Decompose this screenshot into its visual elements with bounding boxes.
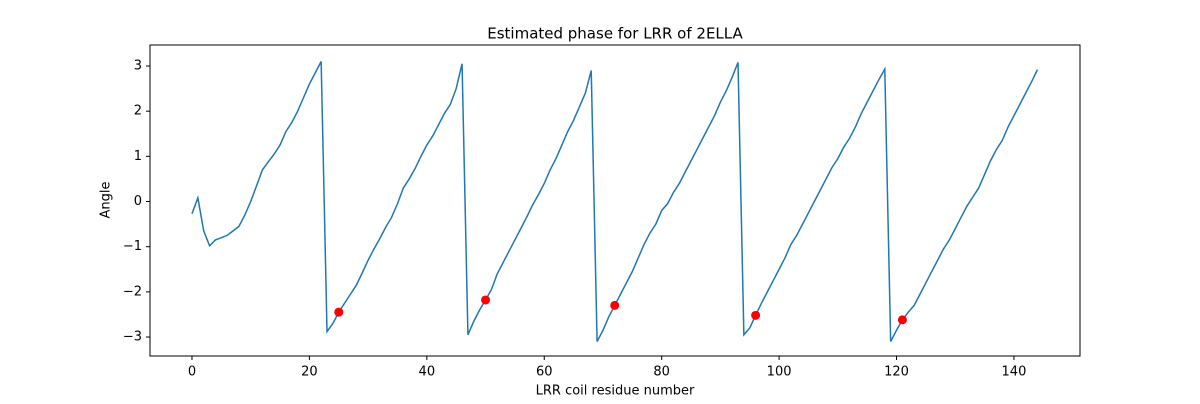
- x-tick-label: 20: [301, 365, 318, 380]
- marker-point: [481, 295, 491, 305]
- x-tick-label: 100: [767, 365, 792, 380]
- y-axis-label: Angle: [99, 182, 114, 219]
- x-tick-label: 60: [536, 365, 553, 380]
- plot-frame: [149, 44, 1081, 357]
- x-tick-label: 140: [1002, 365, 1027, 380]
- x-tick-label: 0: [188, 365, 196, 380]
- x-tick-label: 40: [419, 365, 436, 380]
- x-tick-label: 120: [884, 365, 909, 380]
- x-axis-label: LRR coil residue number: [536, 384, 695, 399]
- y-tick-label: −1: [123, 239, 142, 254]
- y-tick-label: 1: [134, 149, 142, 164]
- marker-point: [334, 307, 344, 317]
- marker-point: [897, 315, 907, 325]
- y-tick-label: 0: [134, 194, 142, 209]
- marker-point: [751, 310, 761, 320]
- y-tick-label: 3: [134, 59, 142, 74]
- y-tick-label: −3: [123, 330, 142, 345]
- x-tick-label: 80: [653, 365, 670, 380]
- chart-title: Estimated phase for LRR of 2ELLA: [487, 25, 743, 43]
- marker-point: [610, 300, 620, 310]
- y-tick-label: 2: [134, 104, 142, 119]
- y-tick-label: −2: [123, 284, 142, 299]
